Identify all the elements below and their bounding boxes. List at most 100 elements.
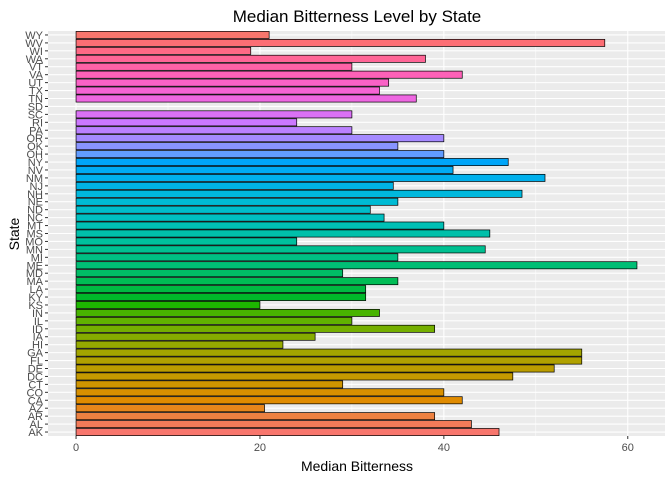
y-tick-label: AL — [30, 419, 43, 431]
bar-wa — [75, 54, 426, 63]
bar-hi — [75, 340, 284, 349]
y-tick-label: CO — [27, 387, 44, 399]
plot-panel: AKALARAZCACOCTDCDEFLGAHIIAIDILINKSKYLAMA… — [25, 30, 665, 454]
y-tick-label: WY — [25, 30, 43, 42]
bar-ut — [75, 78, 390, 87]
y-tick-label: AZ — [29, 403, 43, 415]
bar-mo — [75, 237, 298, 246]
bar-nv — [75, 166, 454, 174]
x-tick-label: 20 — [254, 442, 266, 454]
y-tick-label: ND — [27, 205, 43, 217]
bar-ak — [75, 428, 500, 436]
y-tick-label: RI — [32, 117, 43, 129]
bar-ny — [75, 158, 509, 166]
y-tick-label: IN — [32, 308, 43, 320]
bar-ar — [75, 412, 436, 421]
bar-ms — [75, 229, 491, 238]
bar-ne — [75, 197, 399, 206]
y-tick-label: IL — [34, 316, 43, 328]
y-tick-label: MO — [25, 236, 43, 248]
y-tick-label: GA — [27, 348, 44, 360]
y-tick-label: KY — [28, 292, 43, 304]
y-tick-label: CA — [28, 395, 44, 407]
bar-md — [75, 269, 344, 278]
x-tick-label: 60 — [622, 442, 634, 454]
bar-pa — [75, 126, 353, 135]
bar-me — [75, 261, 638, 270]
y-tick-label: MN — [26, 244, 43, 256]
y-tick-label: ME — [27, 260, 44, 272]
y-tick-label: NY — [28, 157, 44, 169]
y-tick-label: TN — [28, 94, 43, 106]
bar-tn — [75, 94, 417, 103]
bar-il — [75, 316, 353, 325]
y-tick-label: NM — [26, 173, 43, 185]
y-tick-label: MS — [27, 229, 44, 241]
y-tick-label: KS — [28, 300, 43, 312]
bar-tx — [75, 86, 380, 95]
x-axis-title: Median Bitterness — [301, 458, 413, 474]
y-tick-label: NV — [28, 165, 44, 177]
bar-oh — [75, 150, 445, 159]
bar-va — [75, 70, 463, 79]
bar-in — [75, 308, 380, 317]
y-tick-label: AK — [28, 427, 43, 439]
bar-or — [75, 134, 445, 143]
bar-nc — [75, 213, 385, 222]
bar-wi — [75, 46, 252, 55]
bar-ri — [75, 118, 298, 127]
y-tick-label: MA — [27, 276, 44, 288]
bar-id — [75, 324, 436, 333]
bar-de — [75, 364, 555, 373]
y-tick-label: HI — [32, 340, 43, 352]
y-tick-label: MI — [31, 252, 43, 264]
y-tick-label: ID — [32, 324, 43, 336]
bar-ct — [75, 380, 344, 389]
y-tick-label: MD — [26, 268, 43, 280]
y-tick-label: MT — [27, 221, 43, 233]
y-tick-label: OR — [27, 133, 44, 145]
chart-title: Median Bitterness Level by State — [233, 7, 482, 26]
y-tick-label: AR — [28, 411, 43, 423]
y-tick-label: DC — [27, 371, 43, 383]
y-tick-label: DE — [28, 364, 43, 376]
y-tick-label: VA — [29, 70, 44, 82]
y-tick-label: FL — [30, 356, 43, 368]
bar-nd — [75, 205, 371, 214]
bar-wy — [75, 31, 270, 39]
y-tick-label: VT — [29, 62, 43, 74]
y-tick-label: NH — [27, 189, 43, 201]
y-tick-label: SD — [28, 101, 43, 113]
y-tick-label: OK — [27, 141, 44, 153]
x-tick-label: 0 — [73, 442, 79, 454]
y-tick-label: UT — [28, 78, 43, 90]
y-tick-label: PA — [29, 125, 44, 137]
bar-mn — [75, 245, 486, 254]
bar-ca — [75, 396, 463, 405]
y-tick-label: NE — [28, 197, 43, 209]
bar-dc — [75, 372, 514, 381]
y-tick-label: NC — [27, 213, 43, 225]
bar-la — [75, 285, 367, 294]
bar-mt — [75, 221, 445, 230]
y-tick-label: NJ — [30, 181, 43, 193]
bar-ga — [75, 348, 583, 357]
bar-wv — [75, 38, 606, 47]
bar-vt — [75, 62, 353, 71]
y-tick-label: WI — [30, 46, 43, 58]
bar-ky — [75, 293, 367, 301]
y-tick-label: LA — [30, 284, 44, 296]
y-tick-label: WA — [26, 54, 44, 66]
bar-mi — [75, 253, 399, 262]
y-tick-label: WV — [25, 38, 43, 50]
y-axis-title: State — [6, 217, 22, 250]
x-tick-label: 40 — [438, 442, 450, 454]
bar-nj — [75, 181, 394, 190]
y-tick-label: SC — [28, 109, 43, 121]
y-tick-label: TX — [29, 86, 44, 98]
bar-ks — [75, 301, 261, 309]
bar-co — [75, 388, 445, 397]
bar-ok — [75, 142, 399, 151]
bar-al — [75, 420, 472, 429]
